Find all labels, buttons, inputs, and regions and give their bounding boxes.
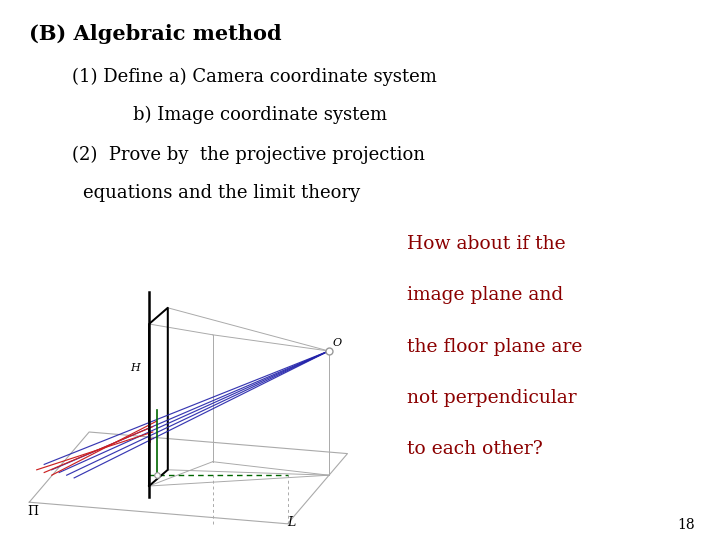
Text: (B) Algebraic method: (B) Algebraic method xyxy=(29,24,282,44)
Text: L: L xyxy=(287,516,295,529)
Text: b) Image coordinate system: b) Image coordinate system xyxy=(133,105,387,124)
Text: not perpendicular: not perpendicular xyxy=(407,389,577,407)
Text: equations and the limit theory: equations and the limit theory xyxy=(83,184,360,201)
Text: r: r xyxy=(148,436,153,444)
Text: Π: Π xyxy=(27,505,38,518)
Text: O: O xyxy=(333,338,341,348)
Text: image plane and: image plane and xyxy=(407,286,563,304)
Text: (2)  Prove by  the projective projection: (2) Prove by the projective projection xyxy=(72,146,425,164)
Text: (1) Define a) Camera coordinate system: (1) Define a) Camera coordinate system xyxy=(72,68,437,86)
Text: the floor plane are: the floor plane are xyxy=(407,338,582,355)
Text: to each other?: to each other? xyxy=(407,440,543,458)
Text: 18: 18 xyxy=(678,518,695,532)
Text: H: H xyxy=(130,362,140,373)
Text: How about if the: How about if the xyxy=(407,235,565,253)
